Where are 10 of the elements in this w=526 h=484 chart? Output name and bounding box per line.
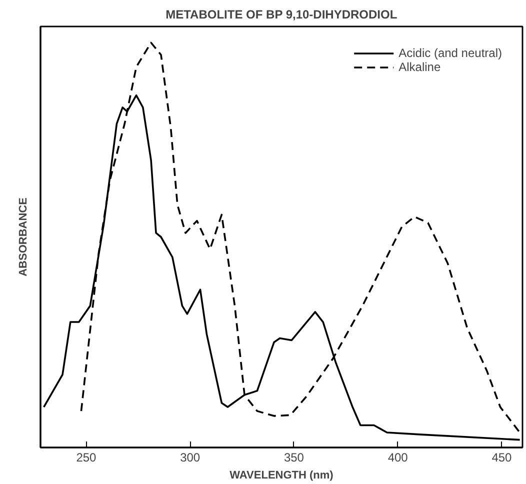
x-tick-label: 250 (76, 450, 97, 464)
y-axis-title: ABSORBANCE (18, 198, 30, 276)
x-tick-label: 300 (180, 450, 200, 464)
x-tick-label: 350 (284, 450, 304, 464)
chart-title: METABOLITE OF BP 9,10-DIHYDRODIOL (166, 8, 398, 22)
x-tick-label: 450 (492, 450, 512, 464)
legend-label: Acidic (and neutral) (398, 46, 502, 60)
x-axis-title: WAVELENGTH (nm) (230, 470, 334, 482)
legend-label: Alkaline (398, 60, 441, 74)
x-tick-label: 400 (388, 450, 408, 464)
